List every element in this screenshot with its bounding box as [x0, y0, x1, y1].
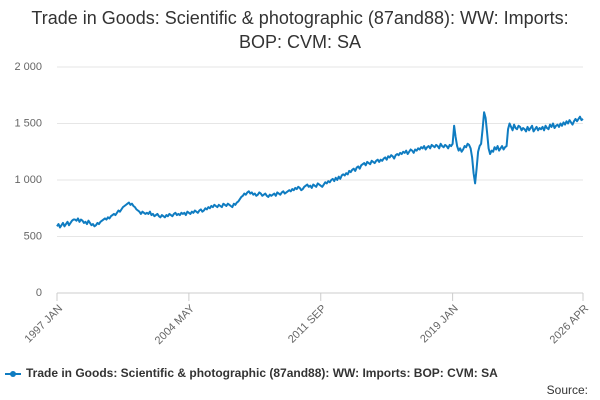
legend-label: Trade in Goods: Scientific & photographi…: [26, 366, 498, 380]
y-tick-label: 1 500: [14, 117, 42, 129]
x-tick-label: 2019 JAN: [418, 303, 461, 346]
legend-marker: [10, 371, 16, 377]
y-tick-label: 500: [24, 230, 42, 242]
y-tick-label: 2 000: [14, 61, 42, 73]
source: Source:: [547, 383, 588, 397]
x-tick-label: 1997 JAN: [23, 303, 66, 346]
x-tick-label: 2011 SEP: [286, 303, 329, 346]
chart-title: Trade in Goods: Scientific & photographi…: [31, 8, 569, 52]
x-tick-label: 2026 APR: [548, 303, 592, 347]
y-tick-label: 0: [36, 287, 42, 299]
x-tick-label: 2004 MAY: [153, 302, 198, 347]
y-tick-label: 1 000: [14, 174, 42, 186]
data-line: [56, 111, 584, 229]
